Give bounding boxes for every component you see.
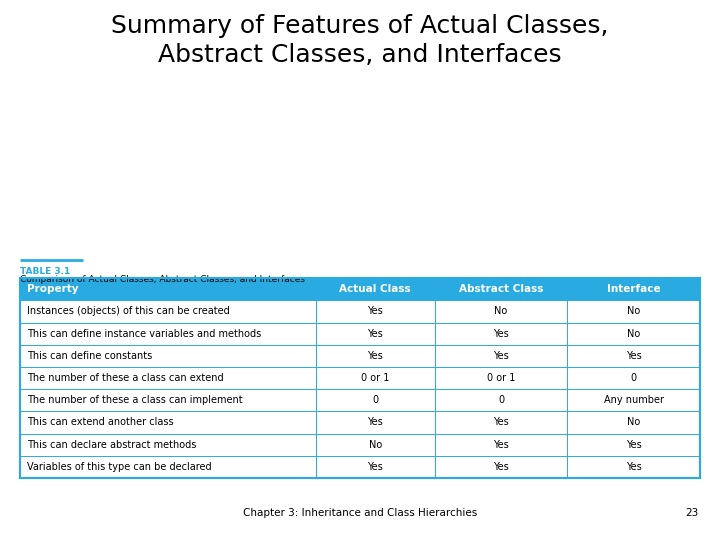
Text: Yes: Yes bbox=[367, 417, 383, 427]
Bar bbox=[567, 411, 700, 434]
Text: Property: Property bbox=[27, 284, 79, 294]
Text: Yes: Yes bbox=[367, 351, 383, 361]
Text: Actual Class: Actual Class bbox=[340, 284, 411, 294]
Bar bbox=[20, 322, 316, 345]
Bar bbox=[20, 434, 316, 456]
Text: The number of these a class can extend: The number of these a class can extend bbox=[27, 373, 224, 383]
Text: Chapter 3: Inheritance and Class Hierarchies: Chapter 3: Inheritance and Class Hierarc… bbox=[243, 508, 477, 518]
Bar bbox=[20, 278, 316, 300]
Bar bbox=[20, 300, 316, 322]
Text: This can extend another class: This can extend another class bbox=[27, 417, 174, 427]
Text: Yes: Yes bbox=[626, 462, 642, 472]
Text: This can declare abstract methods: This can declare abstract methods bbox=[27, 440, 197, 450]
Text: Yes: Yes bbox=[493, 329, 509, 339]
Text: Interface: Interface bbox=[607, 284, 660, 294]
Bar bbox=[20, 367, 316, 389]
Bar bbox=[435, 345, 567, 367]
Text: No: No bbox=[495, 306, 508, 316]
Text: Yes: Yes bbox=[367, 329, 383, 339]
Bar bbox=[567, 456, 700, 478]
Bar bbox=[20, 411, 316, 434]
Bar bbox=[435, 411, 567, 434]
Bar bbox=[567, 367, 700, 389]
Bar bbox=[567, 300, 700, 322]
Text: 0 or 1: 0 or 1 bbox=[487, 373, 516, 383]
Bar bbox=[20, 389, 316, 411]
Text: Yes: Yes bbox=[626, 351, 642, 361]
Text: The number of these a class can implement: The number of these a class can implemen… bbox=[27, 395, 243, 405]
Bar bbox=[435, 322, 567, 345]
Bar bbox=[316, 322, 435, 345]
Text: No: No bbox=[369, 440, 382, 450]
Bar bbox=[435, 389, 567, 411]
Text: Instances (objects) of this can be created: Instances (objects) of this can be creat… bbox=[27, 306, 230, 316]
Text: Yes: Yes bbox=[493, 440, 509, 450]
Bar bbox=[567, 322, 700, 345]
Bar bbox=[435, 278, 567, 300]
Text: Summary of Features of Actual Classes,
Abstract Classes, and Interfaces: Summary of Features of Actual Classes, A… bbox=[112, 14, 608, 67]
Bar bbox=[435, 300, 567, 322]
Text: Yes: Yes bbox=[626, 440, 642, 450]
Bar bbox=[20, 278, 700, 478]
Bar bbox=[316, 367, 435, 389]
Bar bbox=[316, 389, 435, 411]
Text: Yes: Yes bbox=[367, 306, 383, 316]
Bar bbox=[316, 456, 435, 478]
Text: Yes: Yes bbox=[493, 351, 509, 361]
Bar bbox=[316, 434, 435, 456]
Text: No: No bbox=[627, 417, 640, 427]
Text: 23: 23 bbox=[685, 508, 698, 518]
Bar bbox=[567, 389, 700, 411]
Bar bbox=[316, 300, 435, 322]
Text: This can define instance variables and methods: This can define instance variables and m… bbox=[27, 329, 261, 339]
Text: Any number: Any number bbox=[603, 395, 664, 405]
Text: Comparison of Actual Classes, Abstract Classes, and Interfaces: Comparison of Actual Classes, Abstract C… bbox=[20, 275, 305, 285]
Text: Yes: Yes bbox=[367, 462, 383, 472]
Text: Yes: Yes bbox=[493, 462, 509, 472]
Bar bbox=[20, 456, 316, 478]
Bar bbox=[435, 456, 567, 478]
Bar bbox=[435, 367, 567, 389]
Text: Variables of this type can be declared: Variables of this type can be declared bbox=[27, 462, 212, 472]
Bar bbox=[567, 278, 700, 300]
Text: TABLE 3.1: TABLE 3.1 bbox=[20, 267, 71, 276]
Text: Yes: Yes bbox=[493, 417, 509, 427]
Bar bbox=[567, 345, 700, 367]
Text: 0: 0 bbox=[372, 395, 378, 405]
Bar bbox=[316, 345, 435, 367]
Text: 0: 0 bbox=[631, 373, 636, 383]
Bar bbox=[316, 278, 435, 300]
Text: Abstract Class: Abstract Class bbox=[459, 284, 543, 294]
Text: 0 or 1: 0 or 1 bbox=[361, 373, 390, 383]
Bar bbox=[567, 434, 700, 456]
Bar bbox=[435, 434, 567, 456]
Text: This can define constants: This can define constants bbox=[27, 351, 153, 361]
Bar bbox=[20, 345, 316, 367]
Text: 0: 0 bbox=[498, 395, 504, 405]
Bar bbox=[316, 411, 435, 434]
Text: No: No bbox=[627, 329, 640, 339]
Text: No: No bbox=[627, 306, 640, 316]
